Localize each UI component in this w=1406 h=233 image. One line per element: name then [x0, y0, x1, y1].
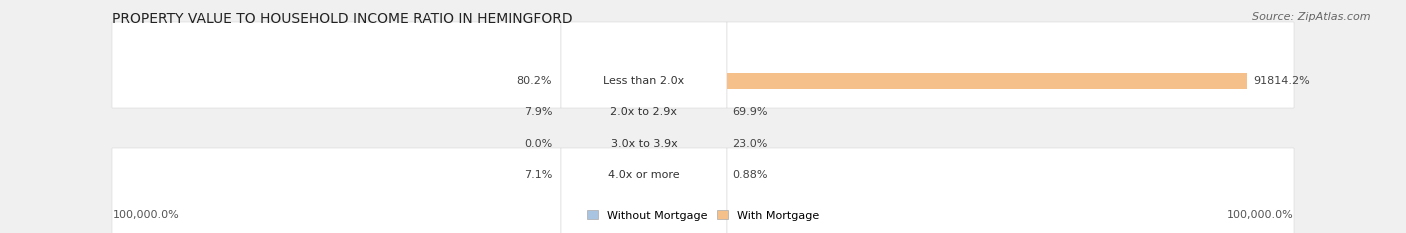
Text: 4.0x or more: 4.0x or more — [609, 170, 679, 180]
Text: 80.2%: 80.2% — [516, 76, 553, 86]
Text: 23.0%: 23.0% — [733, 139, 768, 149]
FancyBboxPatch shape — [727, 148, 1294, 233]
Text: 100,000.0%: 100,000.0% — [112, 210, 179, 220]
Text: PROPERTY VALUE TO HOUSEHOLD INCOME RATIO IN HEMINGFORD: PROPERTY VALUE TO HOUSEHOLD INCOME RATIO… — [112, 12, 574, 26]
Text: 69.9%: 69.9% — [733, 107, 768, 117]
FancyBboxPatch shape — [561, 22, 727, 108]
FancyBboxPatch shape — [727, 22, 1294, 108]
Text: Less than 2.0x: Less than 2.0x — [603, 76, 685, 86]
Text: 91814.2%: 91814.2% — [1253, 76, 1309, 86]
Legend: Without Mortgage, With Mortgage: Without Mortgage, With Mortgage — [582, 206, 824, 225]
Text: 0.88%: 0.88% — [733, 170, 768, 180]
FancyBboxPatch shape — [112, 148, 561, 233]
FancyBboxPatch shape — [561, 148, 727, 233]
Text: 2.0x to 2.9x: 2.0x to 2.9x — [610, 107, 678, 117]
Bar — [727, 73, 1247, 89]
Text: 3.0x to 3.9x: 3.0x to 3.9x — [610, 139, 678, 149]
Text: 100,000.0%: 100,000.0% — [1227, 210, 1294, 220]
Text: Source: ZipAtlas.com: Source: ZipAtlas.com — [1253, 12, 1371, 22]
FancyBboxPatch shape — [112, 22, 561, 108]
Text: 7.9%: 7.9% — [524, 107, 553, 117]
Text: 0.0%: 0.0% — [524, 139, 553, 149]
Text: 7.1%: 7.1% — [524, 170, 553, 180]
